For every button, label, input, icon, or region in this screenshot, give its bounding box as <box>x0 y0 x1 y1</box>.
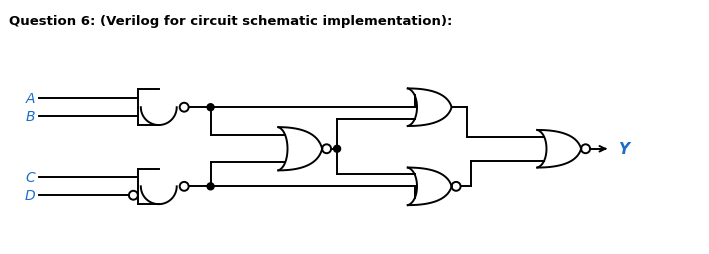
Text: A: A <box>26 92 35 106</box>
Circle shape <box>207 183 214 190</box>
Circle shape <box>207 104 214 111</box>
Circle shape <box>333 146 340 153</box>
Text: Question 6: (Verilog for circuit schematic implementation):: Question 6: (Verilog for circuit schemat… <box>9 15 453 28</box>
Text: C: C <box>26 171 35 185</box>
Text: D: D <box>25 188 35 202</box>
Text: B: B <box>26 110 35 124</box>
Text: Y: Y <box>618 142 629 157</box>
